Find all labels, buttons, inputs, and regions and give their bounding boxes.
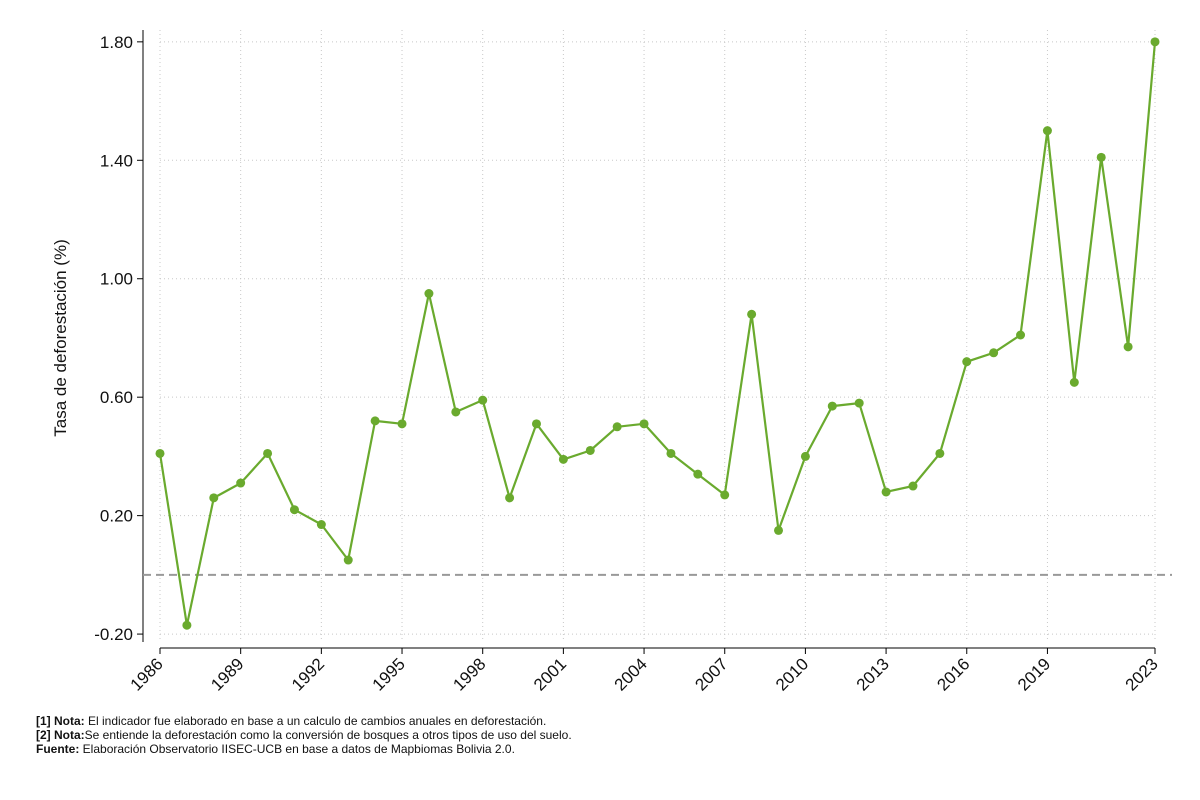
x-tick-label: 2023 [1122,654,1162,694]
data-point [289,505,299,515]
source-text: Elaboración Observatorio IISEC-UCB en ba… [79,742,515,756]
data-point [800,451,810,461]
series-line [158,41,1157,627]
data-point [236,478,246,488]
data-point [182,620,192,630]
x-tick-label: 2001 [530,654,570,694]
y-tick-label: -0.20 [94,625,133,644]
axes [142,30,1155,649]
data-point [908,481,918,491]
y-tick-label: 0.60 [100,388,133,407]
data-point [962,357,972,367]
data-point [854,398,864,408]
x-tick-label: 2010 [772,654,812,694]
data-point [558,454,568,464]
note-2: [2] Nota:Se entiende la deforestación co… [36,728,572,742]
data-point [747,309,757,319]
data-point [585,445,595,455]
data-point [1150,37,1160,47]
x-tick-label: 2016 [933,654,973,694]
data-point [1096,152,1106,162]
data-point [155,448,165,458]
data-point [639,419,649,429]
x-tick-label: 2019 [1014,654,1054,694]
grid-lines [159,30,1156,640]
data-point [935,448,945,458]
chart-notes: [1] Nota: El indicador fue elaborado en … [36,714,572,756]
x-tick-label: 1986 [127,654,167,694]
note-1: [1] Nota: El indicador fue elaborado en … [36,714,572,728]
note-2-text: Se entiende la deforestación como la con… [84,728,572,742]
data-points [155,37,1160,630]
y-axis-label: Tasa de deforestación (%) [51,239,70,437]
data-point [720,490,730,500]
note-2-label: [2] Nota: [36,728,85,742]
data-point [666,448,676,458]
y-tick-label: 1.80 [100,33,133,52]
data-point [505,493,515,503]
data-point [451,407,461,417]
data-point [424,289,434,299]
data-point [881,487,891,497]
data-point [827,401,837,411]
data-point [693,469,703,479]
y-axis-ticks: -0.20 0.20 0.60 1.00 1.40 1.80 [94,33,143,644]
y-tick-label: 1.00 [100,270,133,289]
y-tick-label: 1.40 [100,151,133,170]
x-axis-ticks: 1986 1989 1992 1995 1998 2001 2004 2007 2010 2013… [127,648,1162,695]
x-tick-label: 1998 [449,654,489,694]
data-point [316,520,326,530]
x-tick-label: 2007 [691,654,731,694]
x-tick-label: 2004 [611,654,651,694]
x-tick-label: 1992 [288,654,328,694]
data-point [343,555,353,565]
data-point [209,493,219,503]
source-note: Fuente: Elaboración Observatorio IISEC-U… [36,742,572,756]
note-1-label: [1] Nota: [36,714,85,728]
note-1-text: El indicador fue elaborado en base a un … [84,714,547,728]
x-tick-label: 1995 [369,654,409,694]
data-point [531,419,541,429]
data-point [1069,377,1079,387]
x-tick-label: 1989 [207,654,247,694]
data-point [612,422,622,432]
data-point [1042,126,1052,136]
source-label: Fuente: [36,742,80,756]
data-point [1123,342,1133,352]
x-tick-label: 2013 [853,654,893,694]
data-point [989,348,999,358]
data-point [370,416,380,426]
data-point [263,448,273,458]
data-point [397,419,407,429]
data-point [774,525,784,535]
data-point [478,395,488,405]
y-tick-label: 0.20 [100,507,133,526]
data-point [1016,330,1026,340]
